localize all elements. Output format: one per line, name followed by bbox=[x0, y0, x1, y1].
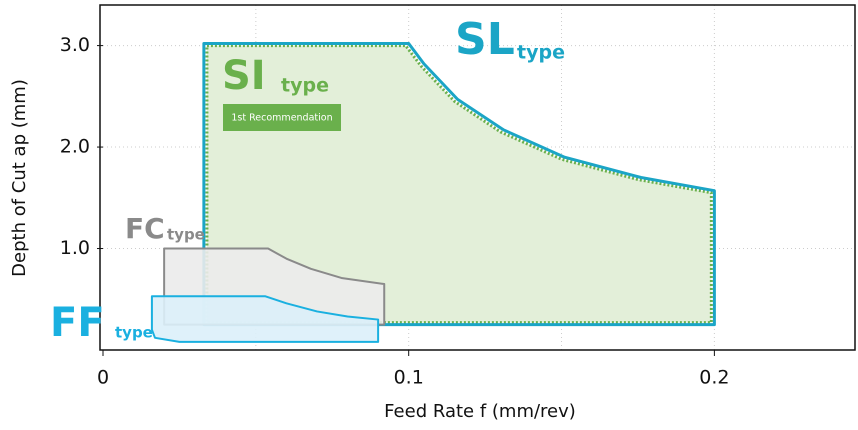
sl-suffix: type bbox=[517, 42, 565, 64]
y-tick-label: 1.0 bbox=[60, 237, 90, 259]
x-tick-label: 0.2 bbox=[699, 367, 729, 389]
y-tick-label: 2.0 bbox=[60, 136, 90, 158]
si-suffix: type bbox=[281, 75, 329, 97]
ff-label: FF bbox=[50, 300, 105, 346]
region bbox=[202, 42, 716, 327]
badge bbox=[223, 104, 341, 131]
x-axis-title: Feed Rate f (mm/rev) bbox=[384, 401, 576, 422]
region bbox=[150, 295, 380, 343]
plot-frame bbox=[99, 4, 856, 351]
fc-suffix: type bbox=[167, 226, 205, 244]
x-tick-label: 0 bbox=[97, 367, 109, 389]
sl-label: SL bbox=[455, 14, 515, 65]
y-axis-title: Depth of Cut ap (mm) bbox=[9, 79, 30, 277]
badge-text: 1st Recommendation bbox=[231, 113, 332, 124]
si-label: SI bbox=[222, 53, 266, 99]
ff-suffix: type bbox=[115, 324, 153, 342]
fc-label: FC bbox=[125, 212, 165, 245]
x-tick-label: 0.1 bbox=[394, 367, 424, 389]
region-labels: SL type SI type 1st Recommendation FC ty… bbox=[50, 14, 565, 346]
y-tick-label: 3.0 bbox=[60, 34, 90, 56]
